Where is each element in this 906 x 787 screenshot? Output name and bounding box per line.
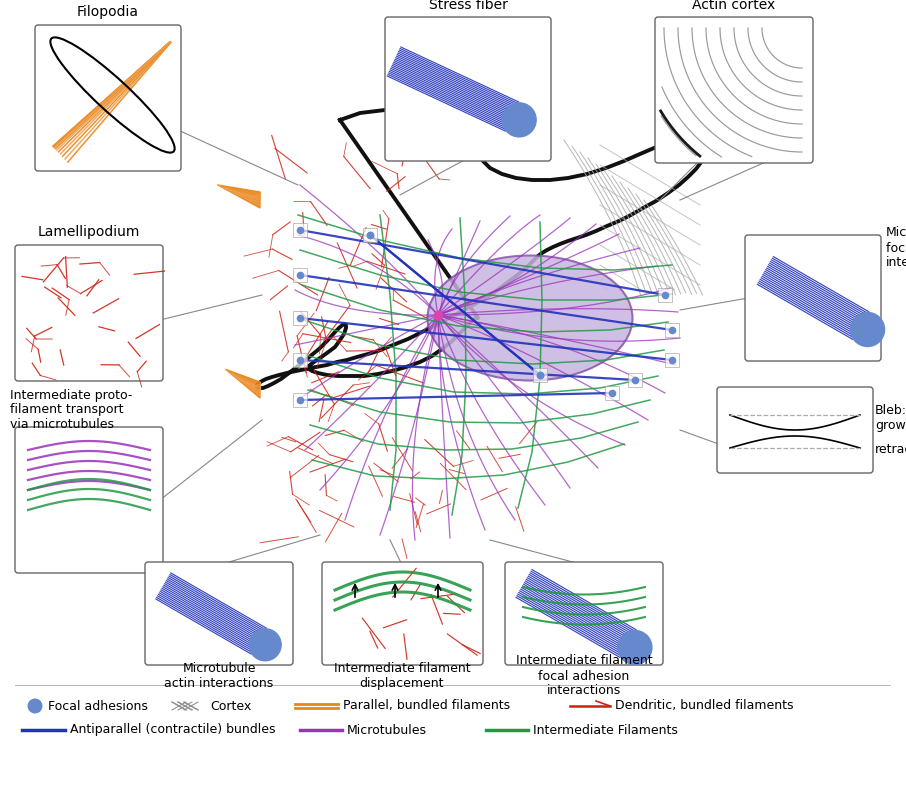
FancyBboxPatch shape bbox=[15, 245, 163, 381]
Polygon shape bbox=[226, 369, 260, 398]
Bar bbox=[363, 228, 377, 242]
Text: Parallel, bundled filaments: Parallel, bundled filaments bbox=[343, 700, 510, 712]
Text: Actin cortex: Actin cortex bbox=[692, 0, 776, 12]
Circle shape bbox=[618, 630, 652, 664]
Bar bbox=[605, 386, 619, 400]
Bar bbox=[293, 311, 307, 325]
Text: Antiparallel (contractile) bundles: Antiparallel (contractile) bundles bbox=[70, 723, 275, 737]
Text: Microtubule
actin interactions: Microtubule actin interactions bbox=[164, 662, 274, 690]
Text: Microtubules: Microtubules bbox=[347, 723, 427, 737]
FancyBboxPatch shape bbox=[322, 562, 483, 665]
Polygon shape bbox=[257, 110, 706, 388]
FancyBboxPatch shape bbox=[385, 17, 551, 161]
Text: Dendritic, bundled filaments: Dendritic, bundled filaments bbox=[615, 700, 794, 712]
FancyBboxPatch shape bbox=[145, 562, 293, 665]
Text: Intermediate filament
focal adhesion
interactions: Intermediate filament focal adhesion int… bbox=[516, 655, 652, 697]
Bar bbox=[533, 368, 547, 382]
Circle shape bbox=[27, 699, 43, 714]
Text: Intermediate Filaments: Intermediate Filaments bbox=[533, 723, 678, 737]
Bar bbox=[293, 353, 307, 367]
FancyBboxPatch shape bbox=[745, 235, 881, 361]
Text: Bleb:
growing: Bleb: growing bbox=[875, 404, 906, 432]
Bar bbox=[658, 288, 672, 302]
FancyBboxPatch shape bbox=[655, 17, 813, 163]
Bar bbox=[628, 373, 642, 387]
Circle shape bbox=[851, 312, 884, 346]
FancyBboxPatch shape bbox=[717, 387, 873, 473]
Circle shape bbox=[502, 103, 536, 137]
Text: Cortex: Cortex bbox=[210, 700, 251, 712]
Text: Microtubule
focal adhesion
interactions: Microtubule focal adhesion interactions bbox=[886, 227, 906, 269]
Text: Focal adhesions: Focal adhesions bbox=[48, 700, 148, 712]
FancyBboxPatch shape bbox=[15, 427, 163, 573]
Text: Intermediate filament
displacement: Intermediate filament displacement bbox=[333, 662, 470, 690]
Text: Filopodia: Filopodia bbox=[77, 5, 139, 19]
Text: Lamellipodium: Lamellipodium bbox=[38, 225, 140, 239]
FancyBboxPatch shape bbox=[35, 25, 181, 171]
Bar bbox=[293, 223, 307, 237]
Text: Intermediate proto-
filament transport
via microtubules: Intermediate proto- filament transport v… bbox=[10, 389, 132, 431]
FancyBboxPatch shape bbox=[505, 562, 663, 665]
Bar bbox=[293, 393, 307, 407]
Polygon shape bbox=[217, 185, 260, 208]
Ellipse shape bbox=[428, 256, 632, 380]
Text: retracting: retracting bbox=[875, 444, 906, 456]
Circle shape bbox=[249, 629, 281, 661]
Text: Stress fiber: Stress fiber bbox=[429, 0, 507, 12]
Bar bbox=[665, 353, 679, 367]
Bar bbox=[665, 323, 679, 337]
Bar bbox=[293, 268, 307, 282]
